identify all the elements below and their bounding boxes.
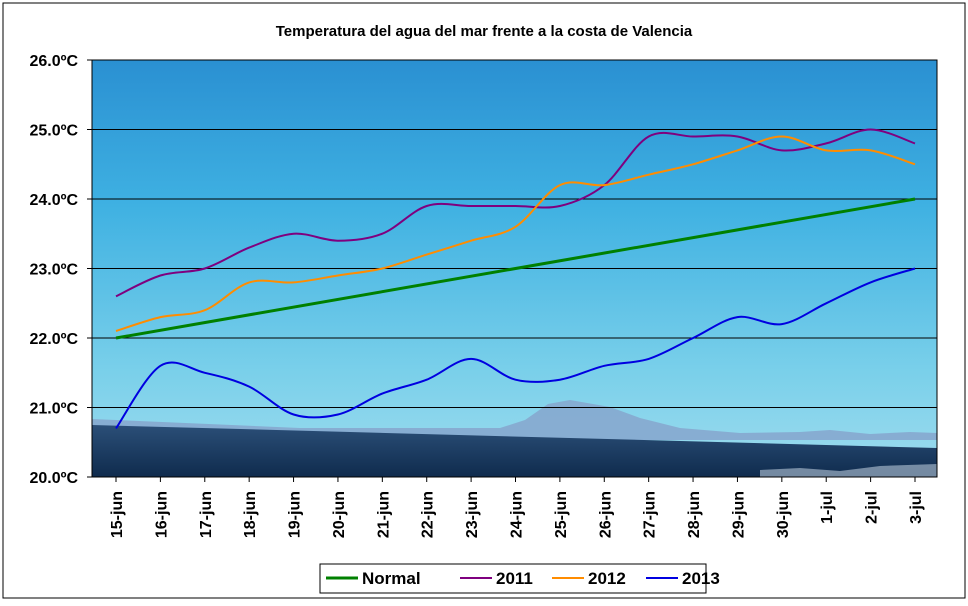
x-tick-label: 22-jun [420, 491, 437, 538]
y-tick-label: 22.0ºC [29, 331, 78, 348]
chart-title: Temperatura del agua del mar frente a la… [276, 23, 693, 40]
x-tick-label: 30-jun [775, 491, 792, 538]
y-tick-label: 26.0ºC [29, 53, 78, 70]
x-tick-label: 1-jul [819, 491, 836, 524]
legend: Normal 2011 2012 2013 [320, 564, 720, 593]
legend-label: 2012 [588, 569, 626, 588]
y-tick-label: 25.0ºC [29, 123, 78, 140]
y-tick-label: 20.0ºC [29, 470, 78, 487]
x-tick-label: 25-jun [553, 491, 570, 538]
x-tick-label: 15-jun [109, 491, 126, 538]
y-tick-label: 21.0ºC [29, 401, 78, 418]
x-tick-label: 20-jun [331, 491, 348, 538]
legend-label: Normal [362, 569, 421, 588]
x-tick-label: 29-jun [730, 491, 747, 538]
x-tick-label: 17-jun [198, 491, 215, 538]
x-tick-label: 21-jun [375, 491, 392, 538]
x-tick-label: 3-jul [908, 491, 925, 524]
x-tick-label: 2-jul [864, 491, 881, 524]
x-tick-label: 23-jun [464, 491, 481, 538]
x-tick-label: 24-jun [509, 491, 526, 538]
x-tick-label: 18-jun [242, 491, 259, 538]
x-tick-label: 28-jun [686, 491, 703, 538]
x-tick-label: 26-jun [597, 491, 614, 538]
x-tick-label: 16-jun [153, 491, 170, 538]
y-tick-label: 23.0ºC [29, 262, 78, 279]
x-tick-label: 27-jun [642, 491, 659, 538]
y-tick-label: 24.0ºC [29, 192, 78, 209]
x-tick-label: 19-jun [287, 491, 304, 538]
legend-label: 2011 [496, 569, 533, 588]
legend-label: 2013 [682, 569, 720, 588]
